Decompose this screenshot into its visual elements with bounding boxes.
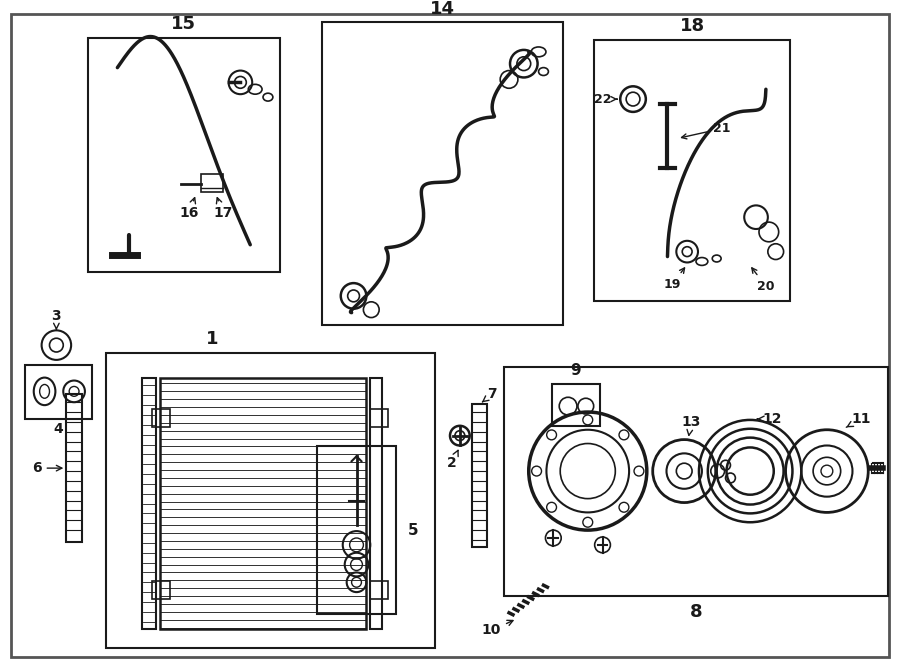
Text: 17: 17: [213, 198, 232, 220]
Text: 16: 16: [179, 198, 199, 220]
Bar: [504, 367, 888, 596]
Text: 6: 6: [32, 461, 62, 475]
Bar: [159, 377, 366, 629]
Bar: [472, 404, 488, 547]
Text: 19: 19: [663, 268, 685, 291]
Text: 8: 8: [689, 603, 702, 621]
Bar: [67, 395, 82, 542]
Text: 14: 14: [429, 0, 454, 18]
Text: 10: 10: [482, 620, 513, 637]
Bar: [370, 377, 382, 629]
Bar: [142, 377, 156, 629]
Bar: [370, 581, 388, 599]
Bar: [594, 40, 790, 301]
Text: 3: 3: [51, 309, 61, 329]
Bar: [370, 409, 388, 427]
Text: 5: 5: [408, 523, 418, 537]
Text: 18: 18: [680, 17, 705, 35]
Bar: [105, 353, 436, 648]
Text: 7: 7: [482, 387, 497, 402]
Bar: [152, 581, 169, 599]
Bar: [201, 174, 222, 192]
Text: 4: 4: [53, 422, 63, 436]
Bar: [88, 38, 280, 272]
Bar: [25, 365, 92, 419]
Text: 20: 20: [752, 268, 775, 293]
Text: 15: 15: [171, 15, 196, 33]
Text: 21: 21: [681, 122, 730, 139]
Text: 9: 9: [571, 363, 581, 378]
Text: 12: 12: [758, 412, 782, 426]
Text: 2: 2: [447, 450, 458, 470]
Bar: [152, 409, 169, 427]
Bar: [317, 446, 396, 614]
Bar: [322, 22, 563, 325]
Text: 22: 22: [594, 93, 617, 106]
Text: 13: 13: [681, 415, 701, 436]
Text: 1: 1: [205, 330, 218, 348]
Text: 11: 11: [846, 412, 871, 427]
Bar: [553, 385, 599, 426]
